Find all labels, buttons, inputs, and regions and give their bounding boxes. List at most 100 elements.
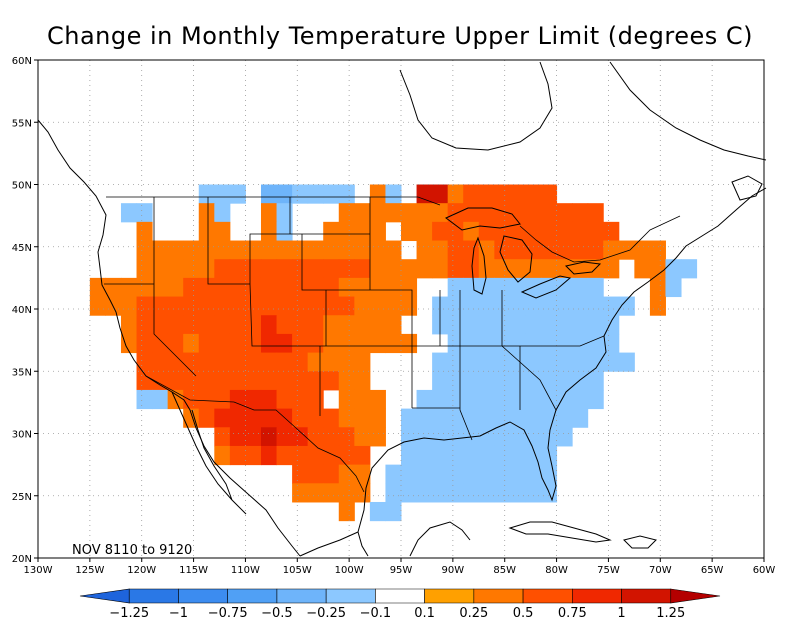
- data-cell: [479, 259, 495, 278]
- data-cell: [417, 446, 433, 465]
- data-cell: [370, 278, 386, 297]
- data-cell: [588, 315, 604, 334]
- data-cell: [308, 315, 324, 334]
- data-cell: [199, 203, 215, 222]
- data-cell: [354, 334, 370, 353]
- data-cell: [90, 297, 106, 316]
- data-cell: [261, 185, 277, 204]
- data-cell: [323, 409, 339, 428]
- data-cell: [308, 390, 324, 409]
- data-cell: [199, 353, 215, 372]
- data-cell: [525, 297, 541, 316]
- data-cell: [588, 371, 604, 390]
- data-cell: [479, 203, 495, 222]
- data-cell: [277, 259, 293, 278]
- data-cell: [323, 465, 339, 484]
- hispaniola-coastline: [624, 536, 656, 548]
- data-cell: [323, 241, 339, 260]
- data-cell: [463, 390, 479, 409]
- data-cell: [261, 259, 277, 278]
- data-cell: [214, 185, 230, 204]
- x-tick-label: 115W: [179, 565, 208, 576]
- colorbar-segment: [375, 589, 424, 603]
- data-cell: [199, 297, 215, 316]
- data-cell: [354, 483, 370, 502]
- colorbar-label: 0.75: [558, 606, 587, 618]
- data-cell: [541, 446, 557, 465]
- data-cell: [183, 334, 199, 353]
- data-cell: [354, 353, 370, 372]
- data-cell: [277, 353, 293, 372]
- data-cell: [370, 222, 386, 241]
- data-cell: [448, 203, 464, 222]
- data-cell: [183, 297, 199, 316]
- data-cell: [339, 315, 355, 334]
- data-cell: [572, 371, 588, 390]
- data-cell: [588, 278, 604, 297]
- data-cell: [541, 185, 557, 204]
- data-cell: [230, 409, 246, 428]
- data-cell: [448, 185, 464, 204]
- data-cell: [479, 185, 495, 204]
- data-cell: [525, 483, 541, 502]
- data-cell: [245, 353, 261, 372]
- data-cell: [137, 297, 153, 316]
- data-cell: [448, 278, 464, 297]
- data-cell: [572, 297, 588, 316]
- data-cell: [541, 315, 557, 334]
- data-cell: [152, 241, 168, 260]
- data-cell: [417, 390, 433, 409]
- data-cell: [277, 371, 293, 390]
- data-cell: [432, 409, 448, 428]
- y-tick-label: 30N: [12, 430, 32, 441]
- data-cell: [292, 390, 308, 409]
- data-cell: [417, 203, 433, 222]
- data-cell: [557, 353, 573, 372]
- data-cell: [510, 185, 526, 204]
- data-cell: [370, 390, 386, 409]
- data-cell: [463, 353, 479, 372]
- data-cell: [385, 502, 401, 521]
- data-cell: [214, 222, 230, 241]
- data-cell: [137, 241, 153, 260]
- data-cell: [308, 371, 324, 390]
- data-cell: [261, 446, 277, 465]
- data-cell: [525, 409, 541, 428]
- data-cell: [448, 353, 464, 372]
- x-tick-label: 125W: [75, 565, 104, 576]
- data-cell: [277, 278, 293, 297]
- x-tick-label: 80W: [545, 565, 568, 576]
- data-cell: [432, 427, 448, 446]
- data-cell: [199, 371, 215, 390]
- cuba-coastline: [510, 522, 610, 542]
- data-cell: [432, 185, 448, 204]
- data-cell: [525, 203, 541, 222]
- data-cell: [448, 446, 464, 465]
- data-cell: [137, 353, 153, 372]
- data-cell: [339, 222, 355, 241]
- data-cell: [417, 222, 433, 241]
- data-cell: [603, 241, 619, 260]
- data-cell: [137, 315, 153, 334]
- data-cell: [494, 390, 510, 409]
- data-cell: [121, 315, 137, 334]
- data-cell: [370, 185, 386, 204]
- data-cell: [479, 446, 495, 465]
- data-cell: [432, 259, 448, 278]
- data-cell: [199, 278, 215, 297]
- data-cell: [292, 483, 308, 502]
- data-cell: [214, 390, 230, 409]
- y-tick-label: 20N: [12, 554, 32, 565]
- data-cell: [308, 259, 324, 278]
- data-cell: [603, 315, 619, 334]
- x-tick-label: 100W: [335, 565, 364, 576]
- data-cell: [183, 315, 199, 334]
- data-cell: [479, 334, 495, 353]
- data-cell: [665, 278, 681, 297]
- data-cell: [448, 483, 464, 502]
- data-cell: [323, 371, 339, 390]
- data-cell: [323, 185, 339, 204]
- data-cell: [183, 278, 199, 297]
- x-axis-ticks: 130W 125W 120W 115W 110W 105W 100W 95W 90W 85W 80W…: [24, 558, 776, 576]
- data-cell: [510, 241, 526, 260]
